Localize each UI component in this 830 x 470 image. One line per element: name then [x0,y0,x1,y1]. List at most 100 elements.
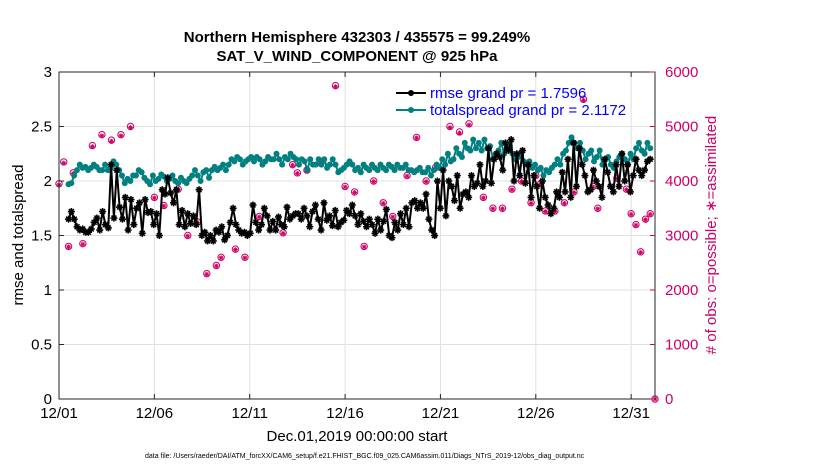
obs-assimilated-marker [204,271,210,277]
series-point-rmse [170,199,178,207]
series-point-rmse [428,226,436,234]
series-point-rmse [604,168,612,176]
legend-marker-rmse [408,90,414,96]
obs-possible-marker [627,210,635,218]
series-point-spread [225,161,232,168]
series-point-rmse [496,153,504,161]
series-point-rmse [476,161,484,169]
obs-possible-marker [288,160,297,169]
series-point-rmse [246,229,254,237]
series-point-rmse [226,218,234,226]
series-point-rmse [510,177,518,185]
obs-possible-marker [412,133,421,142]
y-right-tick-label: 4000 [665,173,698,190]
series-point-rmse [411,197,419,205]
series-point-spread [307,156,314,163]
series-point-rmse [283,203,291,211]
obs-possible-marker [341,182,349,191]
series-point-spread [422,169,429,176]
series-point-spread [71,172,78,179]
series-point-spread [557,161,564,168]
series-point-rmse [484,144,492,152]
series-point-rmse [209,237,217,245]
obs-assimilated-marker [447,125,453,130]
obs-markers [55,81,659,403]
series-point-rmse [382,205,390,213]
obs-possible-marker [646,210,654,218]
series-point-spread [473,145,480,152]
series-point-spread [357,169,364,176]
series-point-spread [203,167,210,174]
obs-possible-marker [212,261,221,270]
series-point-spread [374,167,381,174]
series-point-rmse [405,223,413,231]
y-left-tick-label: 1.5 [31,228,52,245]
obs-possible-marker [560,199,569,207]
series-point-spread [132,172,139,179]
series-point-rmse [621,177,629,185]
series-point-rmse [374,215,382,223]
series-point-spread [551,161,558,168]
series-point-spread [442,161,449,168]
series-point-rmse [116,203,124,211]
series-point-spread [276,156,283,163]
series-point-spread [102,161,109,168]
series-point-rmse [223,232,231,239]
series-point-rmse [502,139,510,147]
obs-assimilated-marker [295,170,300,176]
series-point-rmse [309,208,317,216]
series-point-spread [383,167,390,174]
series-point-rmse [419,204,427,212]
series-point-spread [467,147,474,154]
obs-assimilated-marker [256,214,262,220]
legend-label-spread: totalspread grand pr = 2.1172 [430,102,626,119]
y-right-tick-label: 5000 [665,119,698,136]
series-point-rmse [252,218,260,226]
y-right-tick-label: 2000 [665,282,698,299]
series-point-rmse [490,155,498,163]
series-point-spread [458,154,465,161]
series-point-spread [332,161,339,168]
series-point-rmse [544,201,552,209]
series-point-rmse [564,155,572,163]
series-point-spread [270,156,277,163]
obs-assimilated-marker [628,211,634,217]
obs-possible-marker [217,253,225,261]
obs-assimilated-marker [118,133,124,139]
series-point-spread [416,164,423,171]
series-point-spread [326,161,333,168]
series-point-rmse [255,226,263,234]
series-point-rmse [473,179,481,187]
series-point-spread [498,139,505,146]
series-point-rmse [257,221,265,229]
series-point-rmse [320,199,328,207]
x-tick-label: 12/21 [422,405,460,422]
series-point-rmse [456,204,464,212]
series-point-rmse [388,234,396,242]
series-point-spread [641,150,648,157]
series-point-rmse [624,161,632,169]
obs-possible-marker [641,215,650,223]
series-point-spread [121,180,128,187]
series-point-spread [206,174,213,181]
obs-assimilated-marker [643,217,648,223]
series-point-rmse [572,182,580,190]
x-tick-label: 12/01 [40,405,78,422]
series-point-rmse [348,201,356,209]
obs-assimilated-marker [233,247,238,253]
series-point-spread [73,167,80,174]
obs-possible-marker [184,231,192,240]
series-point-spread [279,161,286,168]
series-point-spread [189,172,196,179]
series-point-rmse [445,177,453,185]
obs-assimilated-marker [500,206,505,212]
obs-assimilated-marker [66,244,71,250]
series-point-spread [273,150,280,157]
series-point-spread [391,167,398,174]
y-right-tick-label: 1000 [665,337,698,354]
series-point-rmse [365,215,373,223]
series-point-rmse [306,223,314,231]
series-point-rmse [592,177,600,185]
series-point-rmse [345,210,353,218]
series-point-spread [175,180,182,187]
